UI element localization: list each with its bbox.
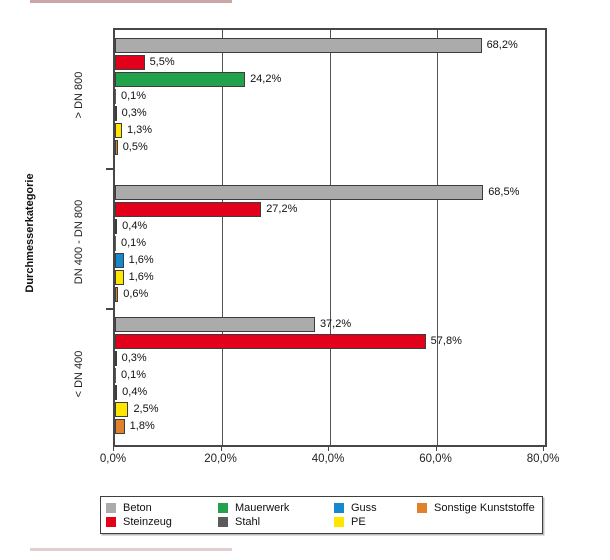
- bar-sonstige-kunststoffe-dn-400-dn-800: [115, 287, 119, 302]
- category-label-dn-400-dn-800: DN 400 - DN 800: [73, 199, 85, 284]
- bar-value-label: 0,1%: [121, 90, 147, 102]
- x-axis-tick-label: 40,0%: [311, 453, 345, 465]
- legend-swatch-icon: [334, 503, 344, 513]
- plot-area: 68,2% 5,5% 24,2% 0,1% 0,3% 1,3% 0,5% 68,5% 27,2%…: [113, 28, 547, 447]
- legend-item-pe: PE: [334, 515, 417, 529]
- gridline: [329, 30, 331, 445]
- legend-item-mauerwerk: Mauerwerk: [218, 501, 334, 515]
- bar-guss-dn-800: [115, 106, 117, 121]
- bar-mauerwerk-dn-800: [115, 72, 246, 87]
- x-axis-tick-label: 0,0%: [99, 453, 127, 465]
- legend-swatch-icon: [106, 517, 116, 527]
- bar-value-label: 0,5%: [122, 141, 148, 153]
- legend-box: Beton Steinzeug Mauerwerk Stahl Guss PE Sonsti…: [100, 496, 543, 534]
- bar-mauerwerk-dn-400: [115, 351, 117, 366]
- legend-label: Mauerwerk: [235, 502, 290, 514]
- gridline: [222, 30, 223, 445]
- bar-sonstige-kunststoffe-dn-400: [115, 419, 125, 434]
- bar-stahl-dn-400: [115, 368, 116, 383]
- bar-value-label: 0,4%: [122, 220, 148, 232]
- bar-value-label: 68,2%: [486, 39, 518, 51]
- legend-swatch-icon: [106, 503, 116, 513]
- bar-value-label: 1,8%: [129, 420, 155, 432]
- bar-value-label: 37,2%: [319, 318, 352, 330]
- bar-sonstige-kunststoffe-dn-800: [115, 140, 118, 155]
- bar-steinzeug-dn-400-dn-800: [115, 202, 262, 217]
- bar-value-label: 0,1%: [121, 237, 147, 249]
- bar-value-label: 27,2%: [266, 203, 298, 215]
- legend-item-beton: Beton: [106, 501, 218, 515]
- bar-pe-dn-400: [115, 402, 129, 417]
- bar-value-label: 0,6%: [123, 288, 149, 300]
- bar-pe-dn-400-dn-800: [115, 270, 124, 285]
- legend-label: Sonstige Kunststoffe: [434, 502, 535, 514]
- bar-value-label: 24,2%: [250, 73, 282, 85]
- bar-value-label: 1,3%: [126, 124, 153, 136]
- legend-label: PE: [351, 516, 366, 528]
- bar-guss-dn-400: [115, 385, 118, 400]
- bar-value-label: 5,5%: [149, 56, 175, 68]
- bar-steinzeug-dn-800: [115, 55, 145, 70]
- legend-item-guss: Guss: [334, 501, 417, 515]
- x-axis-tick-label: 60,0%: [419, 453, 452, 465]
- bar-value-label: 0,1%: [121, 369, 147, 381]
- x-axis-tick: [113, 445, 114, 451]
- legend-label: Guss: [351, 502, 377, 514]
- x-axis-tick-label: 20,0%: [204, 453, 237, 465]
- bar-beton-dn-800: [115, 38, 482, 53]
- legend-column: Guss PE: [334, 501, 417, 529]
- bar-pe-dn-800: [115, 123, 122, 138]
- bar-value-label: 1,6%: [128, 271, 154, 283]
- bar-stahl-dn-400-dn-800: [115, 236, 116, 251]
- bar-steinzeug-dn-400: [115, 334, 426, 349]
- bar-value-label: 2,5%: [133, 403, 159, 415]
- bar-mauerwerk-dn-400-dn-800: [115, 219, 118, 234]
- bar-guss-dn-400-dn-800: [115, 253, 124, 268]
- legend-label: Steinzeug: [123, 516, 172, 528]
- bar-value-label: 68,5%: [488, 186, 520, 198]
- category-label-dn-800: > DN 800: [73, 71, 85, 118]
- bar-value-label: 0,4%: [122, 386, 148, 398]
- legend-swatch-icon: [417, 503, 427, 513]
- bar-beton-dn-400-dn-800: [115, 185, 484, 200]
- x-axis-tick: [328, 445, 329, 451]
- gridline: [437, 30, 438, 445]
- legend-label: Beton: [123, 502, 152, 514]
- legend-column: Beton Steinzeug: [106, 501, 218, 529]
- page-border-artifact-bottom: [30, 548, 232, 551]
- legend-label: Stahl: [235, 516, 261, 528]
- x-axis-tick: [435, 445, 437, 451]
- x-axis-tick-label: 80,0%: [526, 453, 560, 465]
- bar-value-label: 1,6%: [128, 254, 154, 266]
- x-axis-tick: [543, 445, 544, 451]
- bar-value-label: 57,8%: [430, 335, 462, 347]
- page-border-artifact-top: [30, 0, 232, 3]
- legend-item-stahl: Stahl: [218, 515, 334, 529]
- x-axis-tick: [220, 445, 222, 451]
- legend-swatch-icon: [334, 517, 344, 527]
- category-axis-tick: [106, 168, 113, 170]
- legend-item-sonstige-kunststoffe: Sonstige Kunststoffe: [417, 501, 542, 515]
- bar-value-label: 0,3%: [121, 107, 147, 119]
- category-label-dn-400: < DN 400: [73, 350, 85, 397]
- legend-swatch-icon: [218, 503, 228, 513]
- legend-item-steinzeug: Steinzeug: [106, 515, 218, 529]
- y-axis-title: Durchmesserkategorie: [24, 173, 36, 293]
- legend-column: Mauerwerk Stahl: [218, 501, 334, 529]
- bar-value-label: 0,3%: [121, 352, 147, 364]
- legend-swatch-icon: [218, 517, 228, 527]
- category-axis-tick: [106, 308, 113, 310]
- bar-beton-dn-400: [115, 317, 315, 332]
- legend-column: Sonstige Kunststoffe: [417, 501, 542, 529]
- bar-stahl-dn-800: [115, 89, 116, 104]
